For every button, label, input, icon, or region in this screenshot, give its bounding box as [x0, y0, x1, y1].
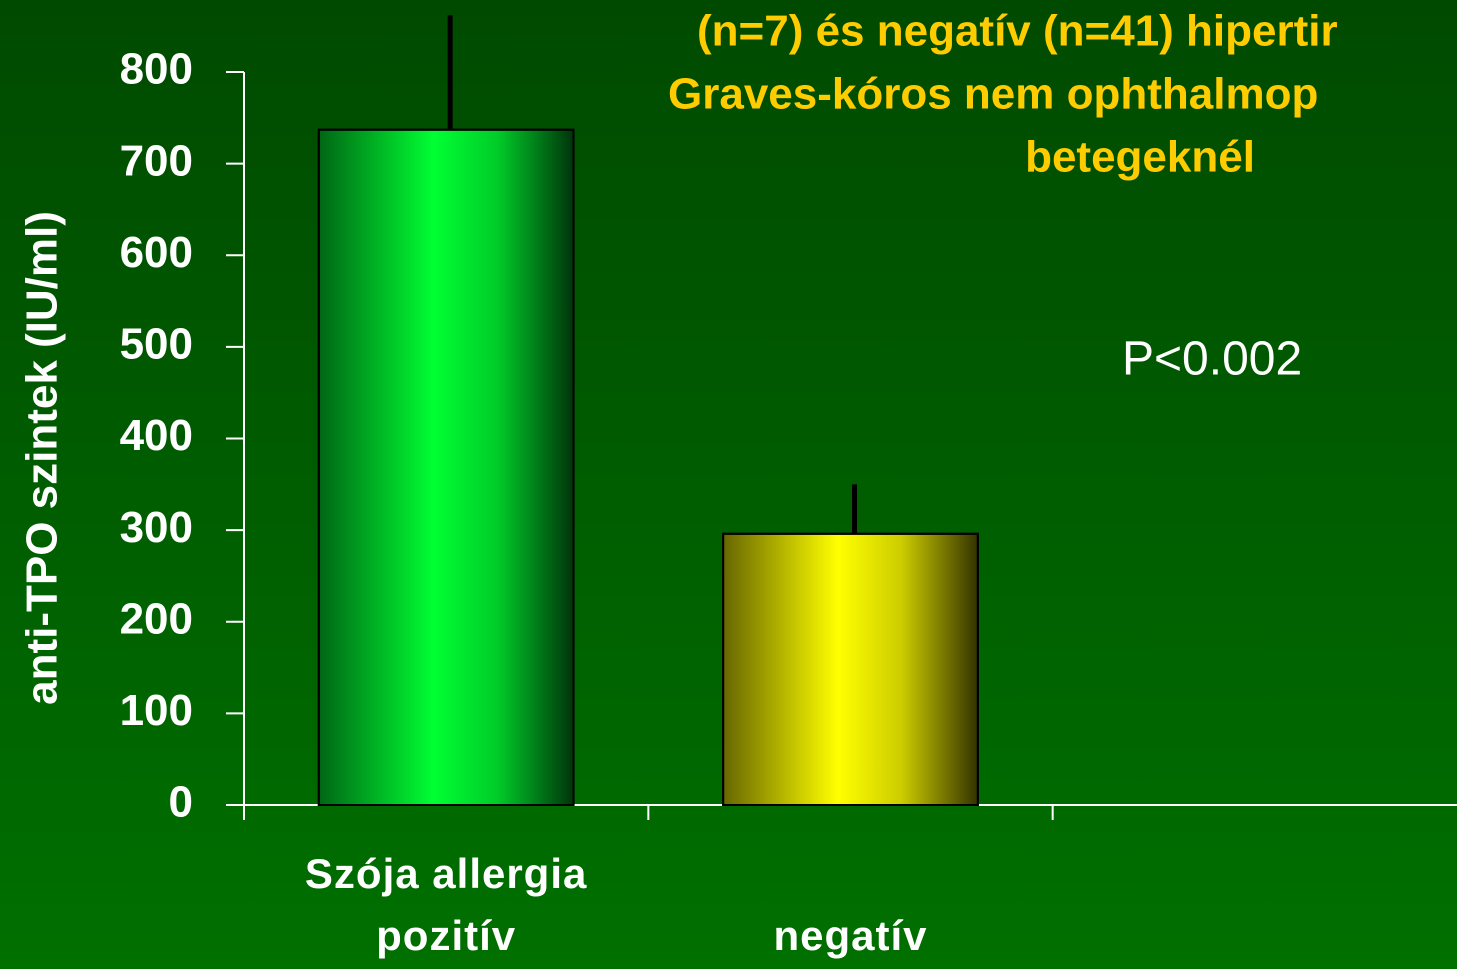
- x-tick-label: Szója allergia pozitív: [304, 850, 588, 959]
- y-tick-label: 100: [120, 686, 193, 735]
- x-tick-label: negatív: [773, 912, 928, 959]
- y-tick-label: 200: [120, 594, 193, 643]
- y-tick-label: 600: [120, 228, 193, 277]
- title-line: Graves-kóros nem ophthalmop: [668, 70, 1318, 119]
- y-tick-label: 700: [120, 136, 193, 185]
- bar-shading: [722, 532, 979, 806]
- y-tick-label: 500: [120, 320, 193, 369]
- y-axis-label: anti-TPO szintek (IU/ml): [18, 211, 67, 705]
- y-tick-label: 0: [169, 778, 193, 827]
- y-tick-label: 300: [120, 503, 193, 552]
- annotation: P<0.002: [1122, 333, 1302, 386]
- title-line: betegeknél: [1025, 133, 1255, 182]
- title-line: (n=7) és negatív (n=41) hipertir: [697, 7, 1338, 56]
- bar-shading: [317, 128, 575, 806]
- y-tick-label: 400: [120, 411, 193, 460]
- y-tick-label: 800: [120, 45, 193, 94]
